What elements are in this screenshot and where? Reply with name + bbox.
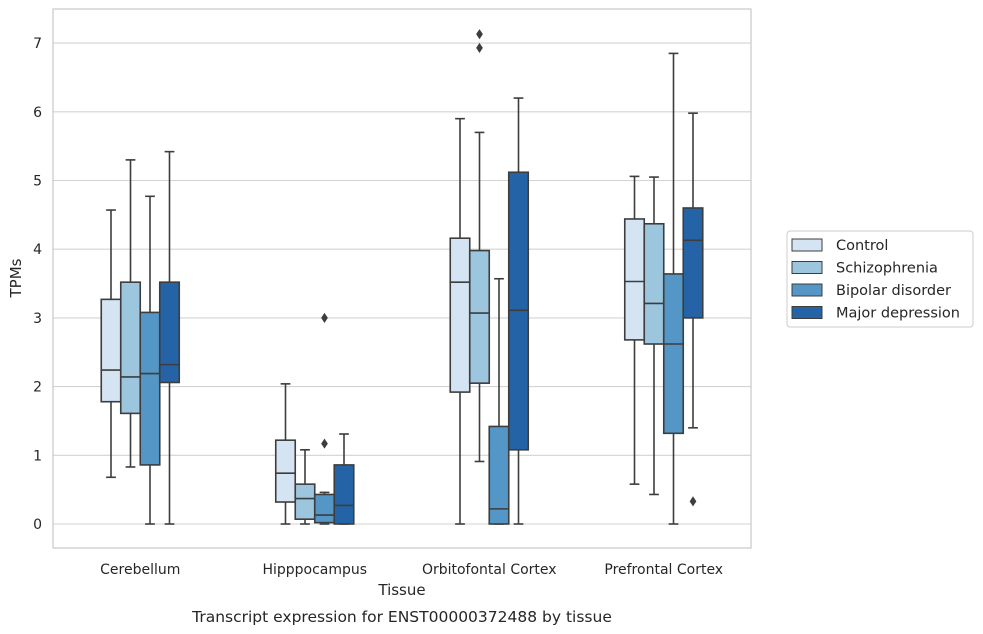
legend-swatch <box>791 283 823 297</box>
y-tick-labels: 0 1 2 3 4 5 6 7 <box>33 36 42 533</box>
legend: Control Schizophrenia Bipolar disorder Majo… <box>786 230 974 328</box>
x-tick-label: Cerebellum <box>100 562 180 578</box>
chart-caption: Transcript expression for ENST0000037248… <box>191 608 612 626</box>
legend-label: Major depression <box>836 306 960 322</box>
y-tick-label: 5 <box>33 174 42 190</box>
y-tick-label: 1 <box>33 448 42 464</box>
y-tick-label: 6 <box>33 105 42 121</box>
box <box>294 483 316 520</box>
outlier-point <box>476 42 483 53</box>
box <box>449 237 471 393</box>
y-tick-label: 2 <box>33 380 42 396</box>
y-tick-label: 7 <box>33 36 42 52</box>
legend-label: Bipolar disorder <box>836 283 951 299</box>
box <box>119 281 142 415</box>
box <box>623 218 646 341</box>
legend-swatch <box>791 306 823 319</box>
legend-swatch <box>791 238 823 252</box>
box <box>139 311 161 466</box>
box <box>313 493 336 524</box>
box <box>662 273 685 435</box>
x-tick-labels: Cerebellum Hipppocampus Orbitofontal Corte… <box>100 562 723 578</box>
box <box>274 439 297 503</box>
legend-swatch <box>791 261 823 274</box>
x-tick-label: Prefrontal Cortex <box>604 562 723 578</box>
box-plot-series <box>100 29 704 525</box>
legend-frame <box>786 230 974 328</box>
x-tick-label: Hipppocampus <box>262 562 367 578</box>
box <box>682 207 704 319</box>
x-axis-label: Tissue <box>377 581 425 599</box>
legend-label: Schizophrenia <box>836 261 938 277</box>
box <box>488 425 510 525</box>
y-tick-label: 0 <box>33 517 42 533</box>
outlier-point <box>476 29 483 40</box>
outlier-point <box>321 438 328 449</box>
box <box>333 464 355 525</box>
box <box>158 281 181 384</box>
legend-label: Control <box>836 238 888 254</box>
y-tick-label: 3 <box>33 311 42 327</box>
box <box>100 298 122 403</box>
box <box>468 249 491 384</box>
y-axis-label: TPMs <box>7 258 25 298</box>
outlier-point <box>321 312 328 323</box>
plot-frame <box>52 8 752 549</box>
box <box>643 222 665 345</box>
outlier-point <box>689 496 697 507</box>
y-tick-label: 4 <box>33 242 42 258</box>
x-tick-label: Orbitofontal Cortex <box>422 562 557 578</box>
